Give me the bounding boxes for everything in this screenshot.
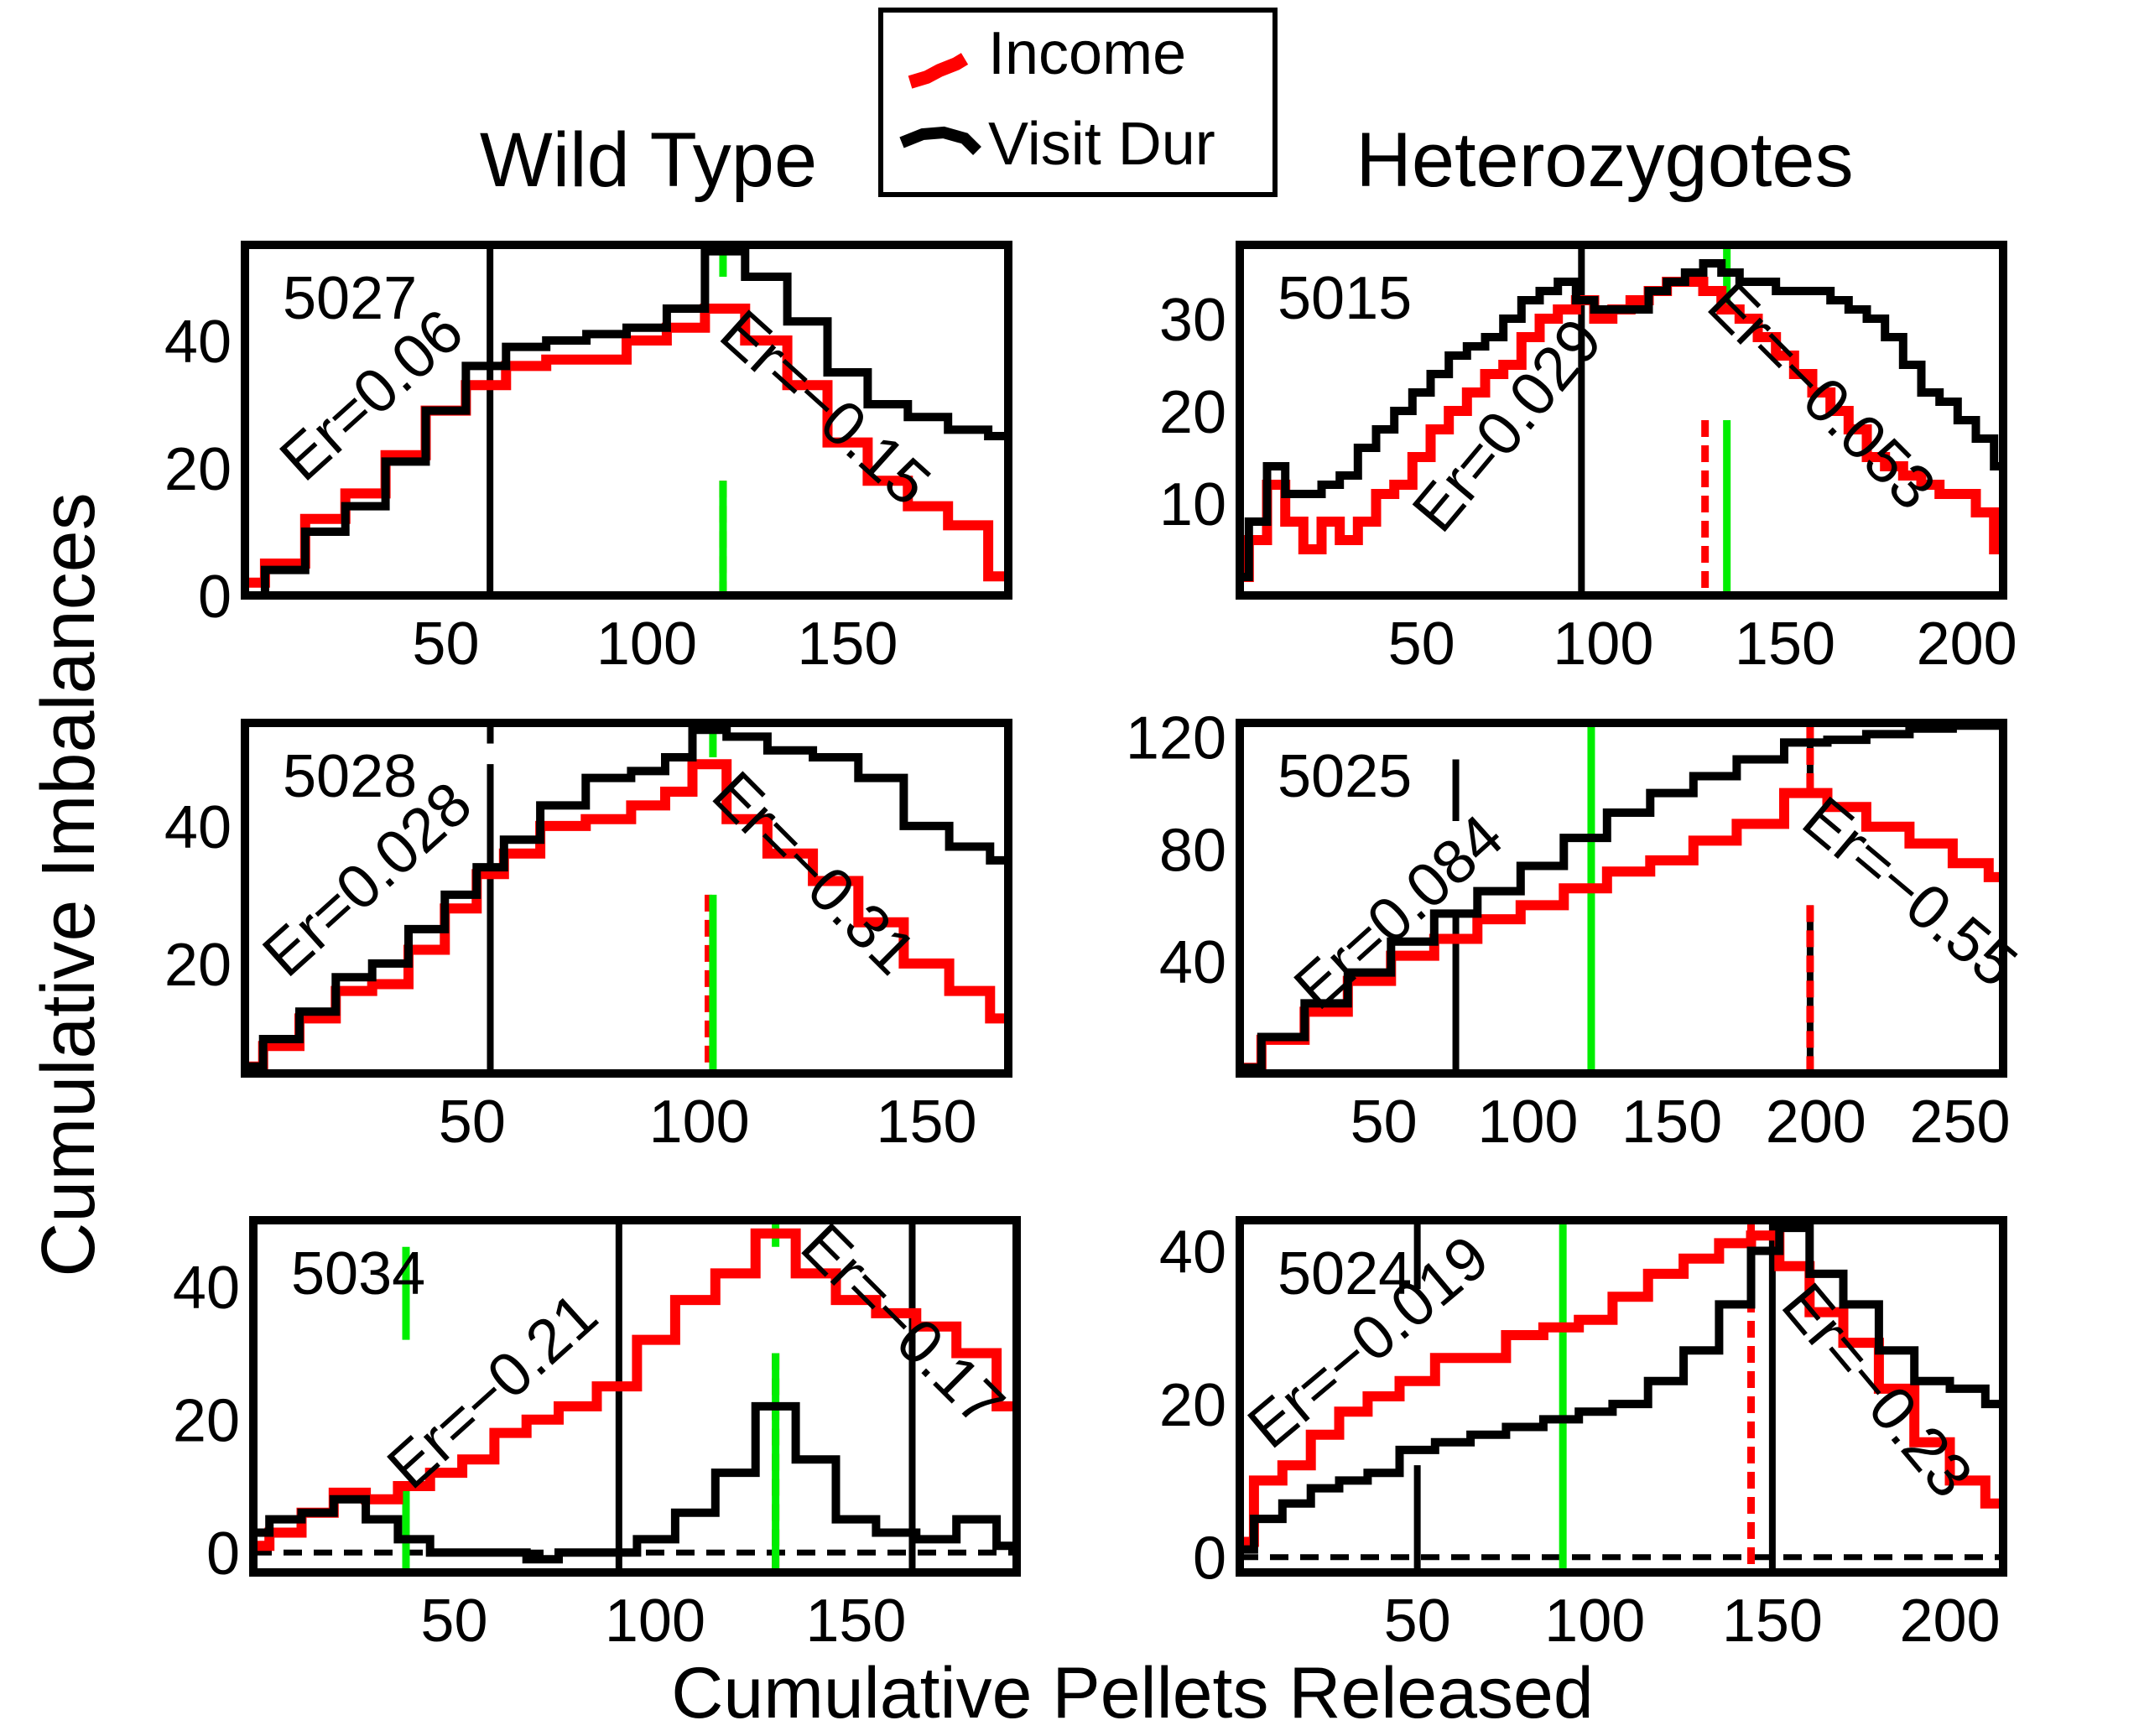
plot-frame — [241, 241, 1012, 600]
plot-frame — [1236, 1216, 2007, 1577]
plot-area — [1240, 723, 2003, 1073]
visit-dur-line-5028 — [245, 725, 1008, 1071]
y-tick-label: 0 — [198, 564, 232, 631]
panel-id-label: 5027 — [283, 265, 417, 332]
x-tick-label: 200 — [1899, 1588, 2000, 1655]
group-title-wild-type: Wild Type — [480, 117, 817, 203]
x-axis-label: Cumulative Pellets Released — [671, 1653, 1593, 1733]
x-tick-label: 200 — [1917, 611, 2017, 678]
income-line-5027 — [245, 304, 1008, 588]
panel-id-label: 5025 — [1278, 743, 1412, 810]
visit-dur-line-5015 — [1240, 259, 2003, 581]
legend-visit-label: Visit Dur — [988, 111, 1215, 178]
plot-area — [1240, 245, 2003, 595]
x-tick-label: 150 — [797, 611, 898, 678]
y-tick-label: 0 — [206, 1520, 240, 1588]
y-tick-label: 40 — [1159, 1219, 1226, 1286]
visit-dur-line-5024 — [1240, 1224, 2003, 1554]
x-tick-label: 150 — [876, 1089, 976, 1156]
visit-dur-line-5027 — [245, 247, 1008, 600]
y-tick-label: 20 — [1159, 379, 1226, 446]
income-line-5024 — [1240, 1230, 2003, 1547]
group-title-heterozygotes: Heterozygotes — [1356, 117, 1853, 203]
x-tick-label: 100 — [649, 1089, 750, 1156]
visit-dur-line-5025 — [1240, 721, 2003, 1073]
x-tick-label: 50 — [1351, 1089, 1418, 1156]
x-tick-label: 200 — [1766, 1089, 1866, 1156]
x-tick-label: 100 — [1477, 1089, 1578, 1156]
x-tick-label: 50 — [439, 1089, 506, 1156]
y-tick-label: 20 — [164, 436, 232, 503]
y-tick-label: 10 — [1159, 471, 1226, 538]
x-tick-label: 50 — [420, 1588, 487, 1655]
x-tick-label: 100 — [1544, 1588, 1645, 1655]
y-tick-label: 120 — [1126, 705, 1226, 772]
plot-area — [253, 1220, 1017, 1572]
y-axis-label: Cumulative Imbalances — [27, 492, 111, 1276]
y-tick-label: 40 — [1159, 929, 1226, 996]
panel-id-label: 5024 — [1278, 1240, 1412, 1307]
x-tick-label: 150 — [1621, 1089, 1722, 1156]
x-tick-label: 150 — [805, 1588, 906, 1655]
plot-frame — [249, 1216, 1021, 1577]
plot-frame — [1236, 241, 2007, 600]
x-tick-label: 50 — [412, 611, 479, 678]
plot-frame — [241, 719, 1012, 1078]
x-tick-label: 100 — [596, 611, 697, 678]
x-tick-label: 100 — [1553, 611, 1653, 678]
panel-id-label: 5028 — [283, 743, 417, 810]
legend: Income Visit Dur — [878, 8, 1278, 197]
x-tick-label: 150 — [1722, 1588, 1823, 1655]
legend-income-swatch — [908, 53, 969, 89]
plot-frame — [1236, 719, 2007, 1078]
y-tick-label: 40 — [164, 794, 232, 861]
y-tick-label: 20 — [173, 1388, 240, 1455]
x-tick-label: 50 — [1388, 611, 1455, 678]
income-line-5028 — [245, 759, 1008, 1072]
legend-visit-swatch — [899, 126, 981, 155]
x-tick-label: 100 — [605, 1588, 705, 1655]
visit-dur-line-5034 — [253, 1401, 1017, 1564]
y-tick-label: 80 — [1159, 817, 1226, 884]
plot-area — [245, 245, 1008, 595]
panel-id-label: 5034 — [291, 1240, 425, 1307]
y-tick-label: 0 — [1193, 1525, 1226, 1593]
y-tick-label: 30 — [1159, 287, 1226, 354]
panel-id-label: 5015 — [1278, 265, 1412, 332]
income-line-5025 — [1240, 787, 2003, 1073]
y-tick-label: 40 — [164, 309, 232, 376]
legend-box — [878, 8, 1278, 197]
legend-income-label: Income — [988, 20, 1186, 87]
y-tick-label: 20 — [1159, 1372, 1226, 1439]
x-tick-label: 150 — [1735, 611, 1835, 678]
y-tick-label: 20 — [164, 932, 232, 999]
y-tick-label: 40 — [173, 1255, 240, 1322]
x-tick-label: 50 — [1384, 1588, 1451, 1655]
x-tick-label: 250 — [1909, 1089, 2010, 1156]
